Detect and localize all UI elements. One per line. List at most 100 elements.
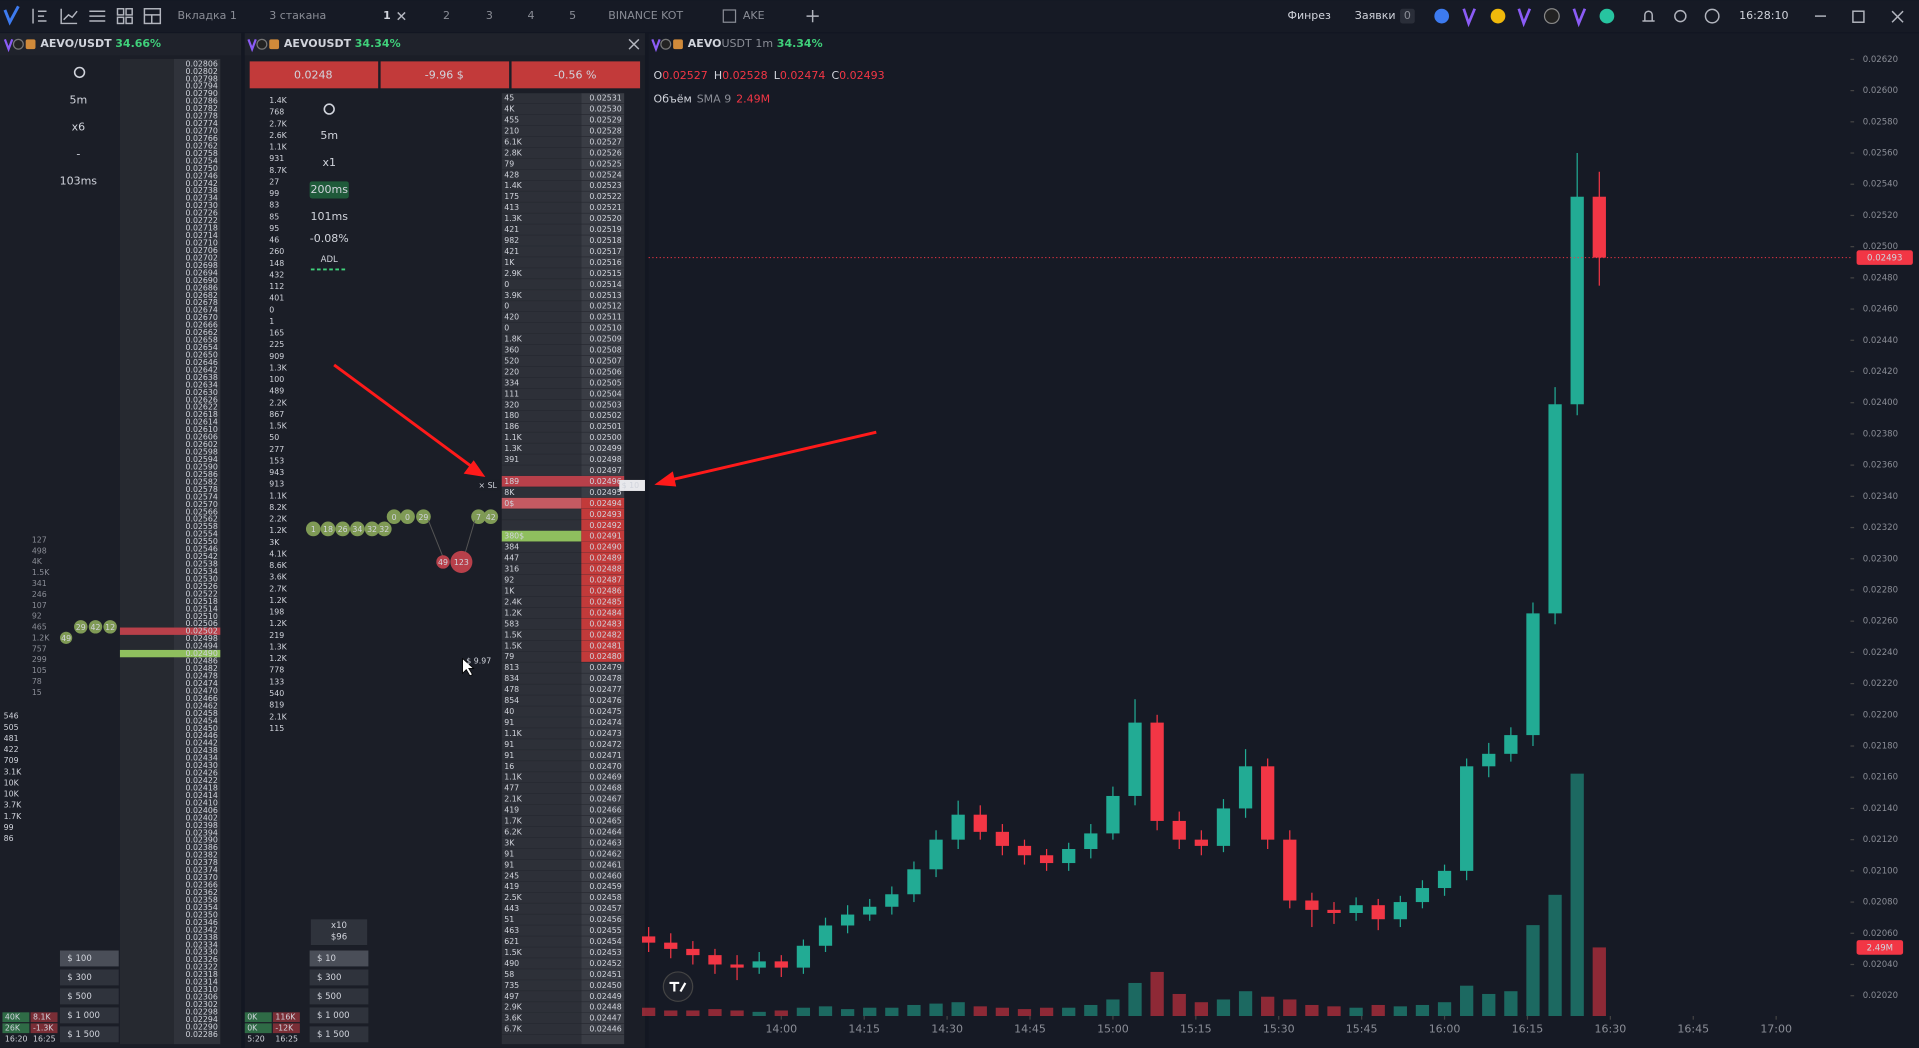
book-size: 91 bbox=[504, 718, 514, 727]
amount-label[interactable]: $ 100 bbox=[67, 954, 91, 964]
trade-volume: 133 bbox=[269, 677, 284, 686]
orders-count: 0 bbox=[1404, 9, 1411, 22]
icon-list[interactable] bbox=[32, 8, 47, 24]
amount-button[interactable] bbox=[309, 1007, 369, 1024]
amount-button[interactable] bbox=[309, 950, 369, 967]
exchange-logo[interactable] bbox=[1434, 8, 1450, 24]
tab[interactable]: 2 bbox=[443, 9, 450, 22]
amount-button[interactable] bbox=[309, 1026, 369, 1043]
icon-grid[interactable] bbox=[125, 16, 133, 25]
book-price: 0.02529 bbox=[589, 116, 621, 125]
settings-icon[interactable] bbox=[323, 103, 335, 115]
book-price: 0.02514 bbox=[589, 280, 621, 289]
tradingview-badge[interactable] bbox=[662, 971, 694, 1002]
window-maximize[interactable] bbox=[1852, 10, 1865, 23]
setting[interactable]: 103ms bbox=[60, 174, 98, 187]
amount-label[interactable]: $ 500 bbox=[317, 992, 341, 1002]
tab[interactable]: 4 bbox=[527, 9, 534, 22]
book-size: 91 bbox=[504, 740, 514, 749]
book-price: 0.02374 bbox=[185, 866, 217, 875]
setting[interactable]: 5m bbox=[69, 94, 87, 107]
leverage-label[interactable]: x10 bbox=[331, 921, 347, 931]
icon-help[interactable] bbox=[1704, 8, 1720, 24]
amount-label[interactable]: $ 1 500 bbox=[317, 1030, 350, 1040]
y-tick-label: 0.02240 bbox=[1863, 648, 1898, 658]
book-size: 186 bbox=[504, 422, 519, 431]
tab-close[interactable] bbox=[397, 11, 406, 21]
cluster-volume: 481 bbox=[4, 734, 19, 743]
amount-button[interactable] bbox=[309, 988, 369, 1005]
amount-button[interactable] bbox=[59, 1007, 119, 1024]
setting[interactable]: - bbox=[76, 147, 80, 160]
y-tick-label: 0.02140 bbox=[1863, 804, 1898, 814]
amount-button[interactable] bbox=[309, 969, 369, 986]
candle-body bbox=[1261, 766, 1275, 840]
orders-button[interactable]: Заявки bbox=[1355, 9, 1396, 22]
add-tab[interactable] bbox=[806, 9, 819, 23]
order-tag[interactable] bbox=[619, 479, 645, 491]
amount-label[interactable]: $ 1 500 bbox=[67, 1030, 100, 1040]
icon-grid[interactable] bbox=[116, 16, 125, 25]
x-tick-label: 16:00 bbox=[1429, 1022, 1461, 1035]
amount-label[interactable]: $ 300 bbox=[67, 973, 91, 983]
exchange-logo[interactable] bbox=[1490, 8, 1506, 24]
bubble-label: 0 bbox=[405, 513, 410, 522]
setting[interactable]: x1 bbox=[322, 156, 336, 169]
book-price: 0.02370 bbox=[185, 873, 217, 882]
leverage-label[interactable]: $96 bbox=[331, 933, 347, 943]
tab[interactable]: Вкладка 1 bbox=[177, 9, 236, 22]
amount-button[interactable] bbox=[59, 988, 119, 1005]
sl-label[interactable]: × SL bbox=[479, 481, 498, 490]
bid-highlight bbox=[501, 530, 582, 542]
order-label[interactable]: $ 10 bbox=[622, 481, 639, 490]
book-price: 0.02450 bbox=[589, 981, 621, 990]
exchange-logo[interactable] bbox=[1599, 8, 1615, 24]
setting[interactable]: x6 bbox=[72, 120, 86, 133]
book-price: 0.02476 bbox=[589, 696, 621, 705]
leverage-box[interactable] bbox=[310, 919, 368, 946]
finrez-button[interactable]: Финрез bbox=[1287, 9, 1331, 22]
amount-label[interactable]: $ 500 bbox=[67, 992, 91, 1002]
exchange-logo[interactable] bbox=[1543, 8, 1560, 25]
book-price: 0.02504 bbox=[589, 389, 621, 398]
amount-button[interactable] bbox=[59, 950, 119, 967]
icon-layout[interactable] bbox=[144, 14, 161, 24]
tab[interactable]: 5 bbox=[569, 9, 576, 22]
trade-volume: 85 bbox=[269, 212, 279, 221]
tab[interactable]: 3 стакана bbox=[269, 9, 326, 22]
amount-label[interactable]: $ 10 bbox=[317, 954, 336, 964]
setting[interactable]: ADL bbox=[321, 255, 338, 265]
volume-bar bbox=[1194, 1002, 1208, 1016]
tab[interactable]: AKE bbox=[743, 9, 765, 22]
setting[interactable]: 101ms bbox=[310, 210, 348, 223]
exchange-logo[interactable] bbox=[1462, 8, 1587, 28]
sl-order[interactable] bbox=[476, 479, 501, 491]
setting[interactable]: 200ms bbox=[310, 183, 348, 196]
tab[interactable]: BINANCE KOT bbox=[608, 9, 683, 22]
toolbar-icons[interactable] bbox=[32, 8, 1904, 25]
tab[interactable]: 1 bbox=[383, 9, 391, 22]
amount-button[interactable] bbox=[59, 969, 119, 986]
settings-icon[interactable] bbox=[73, 66, 86, 79]
amount-label[interactable]: $ 300 bbox=[317, 973, 341, 983]
panel-close[interactable] bbox=[628, 38, 640, 50]
icon-grid[interactable] bbox=[125, 8, 133, 16]
amount-label[interactable]: $ 1 000 bbox=[67, 1011, 100, 1021]
setting[interactable]: -0.08% bbox=[310, 232, 349, 245]
icon-settings[interactable] bbox=[1674, 9, 1687, 23]
icon-chart[interactable] bbox=[60, 8, 78, 25]
app-logo[interactable] bbox=[3, 5, 20, 26]
amount-label[interactable]: $ 1 000 bbox=[317, 1011, 350, 1021]
book-size: 6.2K bbox=[504, 827, 522, 836]
volume-legend: Объём SMA 9 2.49M bbox=[654, 92, 771, 105]
tab[interactable]: 3 bbox=[486, 9, 493, 22]
book-price: 0.02485 bbox=[589, 597, 621, 606]
setting[interactable]: 5m bbox=[320, 129, 338, 142]
icon-grid[interactable] bbox=[116, 8, 125, 16]
amount-button[interactable] bbox=[59, 1026, 119, 1043]
icon-menu[interactable] bbox=[89, 10, 106, 22]
book-price: 0.02501 bbox=[589, 422, 621, 431]
window-close[interactable] bbox=[1891, 10, 1904, 23]
cluster-volume: 546 bbox=[4, 712, 19, 721]
icon-bell[interactable] bbox=[1642, 10, 1655, 22]
